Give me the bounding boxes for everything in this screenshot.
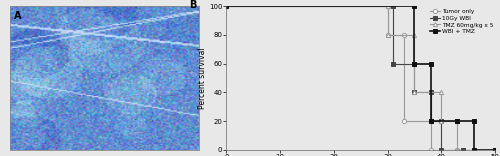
Legend: Tumor only, 10Gy WBI, TMZ 60mg/kg x 5, WBI + TMZ: Tumor only, 10Gy WBI, TMZ 60mg/kg x 5, W…	[428, 8, 495, 35]
Y-axis label: Percent survival: Percent survival	[198, 47, 207, 109]
Text: A: A	[14, 11, 22, 21]
Text: B: B	[189, 0, 196, 10]
